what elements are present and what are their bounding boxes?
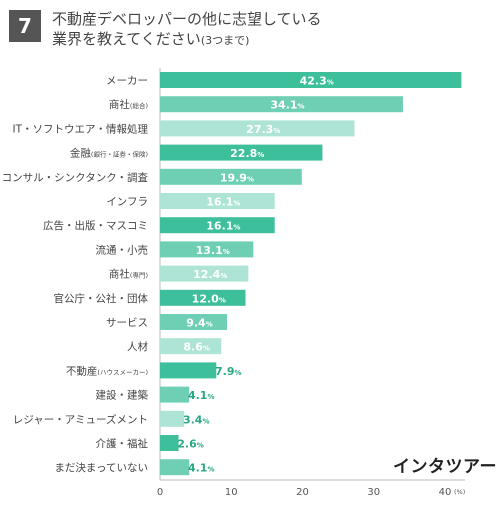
value-label: 4.1% <box>188 462 215 475</box>
category-label: 官公庁・公社・団体 <box>54 292 149 305</box>
value-label: 9.4% <box>186 317 213 330</box>
value-label: 13.1% <box>196 244 230 257</box>
bar <box>160 96 403 113</box>
value-label: 2.6% <box>177 438 204 451</box>
value-label: 16.1% <box>206 220 240 233</box>
value-label: 27.3% <box>246 123 280 136</box>
value-label: 16.1% <box>206 196 240 209</box>
x-tick-label: 30 <box>367 487 380 498</box>
value-label: 12.4% <box>193 268 227 281</box>
value-label: 8.6% <box>183 341 210 354</box>
title-line-2: 業界を教えてください(3つまで) <box>52 29 492 51</box>
brand-logo: インタツアー <box>393 457 497 477</box>
x-tick-label: 20 <box>296 487 309 498</box>
title-line-1: 不動産デベロッパーの他に志望している <box>52 10 322 28</box>
bar <box>160 168 302 185</box>
bar <box>160 193 275 209</box>
x-tick-label: 0 <box>157 487 163 498</box>
bar <box>160 410 185 427</box>
bar <box>160 120 355 137</box>
title-suffix: (3つまで) <box>200 34 250 47</box>
category-label: 商社(専門) <box>109 268 148 281</box>
value-label: 22.8% <box>230 147 264 160</box>
category-label: IT・ソフトウエア・情報処理 <box>12 122 148 135</box>
bar <box>160 144 323 161</box>
category-label: 商社(総合) <box>109 98 148 111</box>
bar <box>160 435 179 451</box>
bar <box>160 217 275 234</box>
category-label: 不動産(ハウスメーカー) <box>66 364 148 377</box>
category-label: コンサル・シンクタンク・調査 <box>2 171 149 184</box>
bar <box>160 289 246 306</box>
question-number-badge: 7 <box>9 10 41 42</box>
bar <box>160 241 254 258</box>
value-label: 19.9% <box>220 171 254 184</box>
category-label: メーカー <box>106 75 148 87</box>
x-unit-label: (%) <box>454 488 465 496</box>
bar <box>160 338 222 355</box>
value-label: 3.4% <box>183 413 210 426</box>
value-label: 34.1% <box>270 99 304 112</box>
value-label: 4.1% <box>188 389 215 402</box>
category-label: 人材 <box>127 340 148 353</box>
bar <box>160 459 190 476</box>
category-label: 広告・出版・マスコミ <box>43 219 148 232</box>
category-label: サービス <box>106 317 148 329</box>
value-label: 42.3% <box>300 75 334 88</box>
category-label: 建設・建築 <box>96 389 149 402</box>
bar <box>160 265 249 282</box>
category-label: 流通・小売 <box>96 243 149 256</box>
bar <box>160 314 227 330</box>
x-tick-label: 10 <box>225 487 238 498</box>
bar <box>160 386 190 403</box>
x-tick-label: 40 <box>439 487 452 498</box>
category-label: インフラ <box>106 196 148 208</box>
category-label: 介護・福祉 <box>96 437 149 450</box>
bar <box>160 72 462 88</box>
title-line-2-main: 業界を教えてください <box>52 30 201 48</box>
category-label: まだ決まっていない <box>54 462 148 474</box>
bar <box>160 362 217 379</box>
category-label: 金融(銀行・証券・保険) <box>70 147 148 160</box>
chart-title: 不動産デベロッパーの他に志望している 業界を教えてください(3つまで) <box>52 9 492 51</box>
value-label: 7.9% <box>215 365 242 378</box>
category-label: レジャー・アミューズメント <box>13 413 148 426</box>
value-label: 12.0% <box>192 292 226 305</box>
